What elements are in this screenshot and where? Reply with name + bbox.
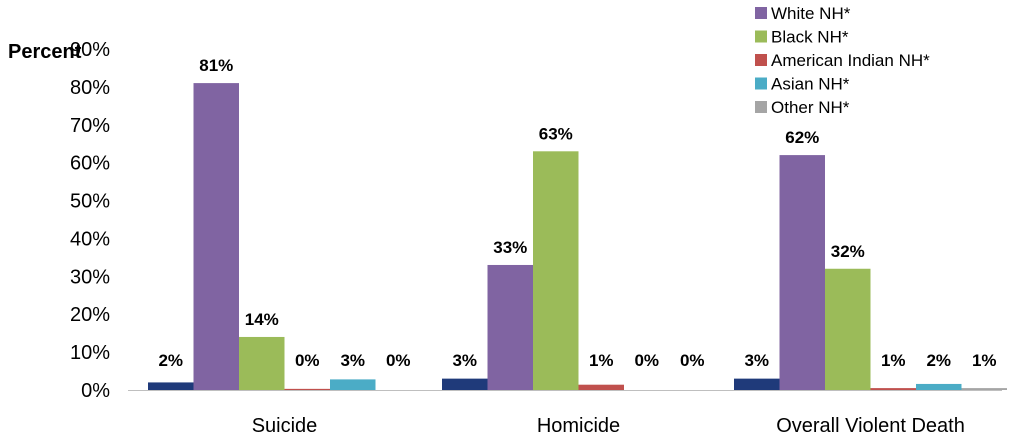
y-tick-label: 0% [81, 380, 110, 402]
bar [442, 378, 488, 390]
legend-label: White NH* [771, 4, 851, 23]
data-label: 2% [926, 351, 951, 370]
legend-label: American Indian NH* [771, 51, 930, 70]
y-tick-label: 10% [70, 342, 110, 364]
category-label: Homicide [537, 415, 620, 437]
data-label: 1% [589, 351, 614, 370]
bar [779, 155, 825, 390]
legend-swatch [755, 30, 767, 43]
bars [148, 83, 1007, 390]
data-label: 33% [493, 238, 527, 257]
data-label: 62% [785, 128, 819, 147]
y-axis-label: Percent [8, 41, 82, 63]
y-tick-label: 80% [70, 77, 110, 99]
y-axis-ticks: 0% 10% 20% 30% 40% 50% 60% 70% 80% 90% [70, 39, 110, 402]
data-labels: 2% 81% 14% 0% 3% 0% 3% 33% 63% 1% 0% 0% 3% 62% 32% 1% 2%… [158, 56, 996, 370]
category-labels: Suicide Homicide Overall Violent Death [252, 415, 965, 437]
data-label: 14% [245, 310, 279, 329]
bar [148, 382, 194, 390]
data-label: 0% [295, 351, 320, 370]
data-label: 81% [199, 56, 233, 75]
bar [533, 151, 579, 390]
legend-swatch [755, 54, 767, 66]
legend-swatch [755, 101, 767, 113]
y-tick-label: 30% [70, 266, 110, 288]
y-tick-label: 50% [70, 191, 110, 213]
bar [330, 379, 376, 390]
legend-label: Black NH* [771, 28, 849, 47]
bar [825, 268, 871, 390]
data-label: 0% [634, 351, 659, 370]
data-label: 3% [340, 351, 365, 370]
legend-label: Other NH* [771, 98, 850, 117]
bar [734, 378, 780, 390]
y-tick-label: 90% [70, 39, 110, 61]
data-label: 0% [386, 351, 411, 370]
y-tick-label: 60% [70, 153, 110, 175]
bar [578, 384, 624, 390]
data-label: 3% [744, 351, 769, 370]
legend-label: Asian NH* [771, 75, 850, 94]
data-label: 63% [539, 124, 573, 143]
data-label: 0% [680, 351, 705, 370]
y-tick-label: 20% [70, 304, 110, 326]
bar [193, 83, 239, 390]
data-label: 32% [831, 242, 865, 261]
category-label: Suicide [252, 415, 318, 437]
y-tick-label: 70% [70, 115, 110, 137]
legend: White NH* Black NH* American Indian NH* Asi… [755, 4, 930, 117]
bar [916, 383, 962, 390]
y-tick-label: 40% [70, 228, 110, 250]
data-label: 1% [972, 351, 997, 370]
data-label: 3% [452, 351, 477, 370]
bar [239, 336, 285, 390]
category-label: Overall Violent Death [776, 415, 965, 437]
legend-swatch [755, 7, 767, 19]
legend-swatch [755, 77, 767, 90]
bar [487, 264, 533, 390]
bar [284, 388, 330, 390]
data-label: 2% [158, 351, 183, 370]
data-label: 1% [881, 351, 906, 370]
bar [961, 388, 1007, 390]
bar [870, 388, 916, 390]
